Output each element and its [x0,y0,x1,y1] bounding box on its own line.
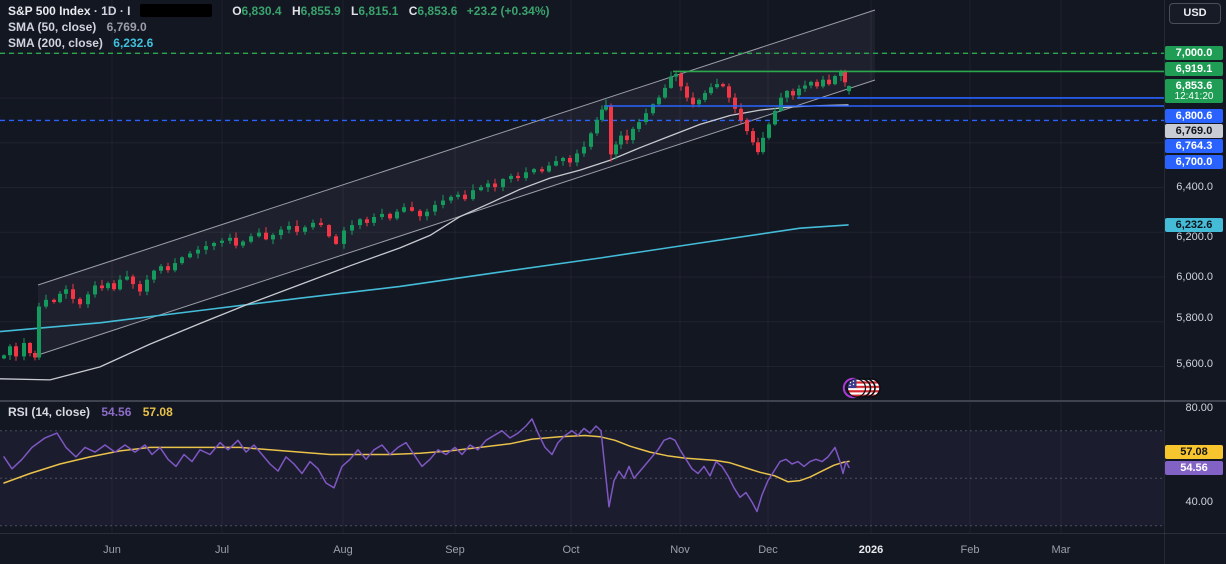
axis-tick-40.00: 40.00 [1185,496,1213,508]
change-value: +23.2 (+0.34%) [466,4,550,18]
low-letter: L [351,4,359,18]
price-badge-6800.6[interactable]: 6,800.6 [1165,109,1223,123]
sma200-label[interactable]: SMA (200, close) [8,36,103,50]
time-label-jun[interactable]: Jun [103,544,121,556]
close-value: 6,853.6 [417,4,458,18]
rsi-ma-value: 57.08 [142,405,173,419]
price-badge-57.08[interactable]: 57.08 [1165,445,1223,459]
price-badge-6764.3[interactable]: 6,764.3 [1165,139,1223,153]
price-badge-6769.0[interactable]: 6,769.0 [1165,124,1223,138]
time-label-oct[interactable]: Oct [562,544,580,556]
low-value: 6,815.1 [358,4,399,18]
price-axis-border [1164,0,1165,564]
economic-events-flag-icon[interactable] [838,377,882,404]
axis-tick-5800.0: 5,800.0 [1176,312,1213,324]
legend-sma200-row[interactable]: SMA (200, close) 6,232.6 [8,35,550,51]
pane-separator[interactable] [0,400,1226,402]
rsi-legend[interactable]: RSI (14, close) 54.56 57.08 [8,405,173,419]
time-label-mar[interactable]: Mar [1051,544,1071,556]
countdown-timer: 12:41:20 [1174,91,1214,102]
price-badge-54.56[interactable]: 54.56 [1165,461,1223,475]
symbol-title[interactable]: S&P 500 Index [8,4,91,18]
open-value: 6,830.4 [241,4,282,18]
axis-tick-80.00: 80.00 [1185,402,1213,414]
interval-label[interactable]: · 1D · I [93,4,131,18]
time-label-nov[interactable]: Nov [670,544,690,556]
time-axis-separator [0,533,1226,534]
legend-sma50-row[interactable]: SMA (50, close) 6,769.0 [8,19,550,35]
redacted-source-box [139,4,212,18]
time-label-feb[interactable]: Feb [960,544,980,556]
price-axis[interactable]: 7,000.0 6,919.1 6,853.6 12:41:20 6,800.6 6,76… [1164,0,1226,564]
sma50-label[interactable]: SMA (50, close) [8,20,97,34]
axis-tick-6000.0: 6,000.0 [1176,271,1213,283]
time-label-dec[interactable]: Dec [758,544,778,556]
price-badge-6700.0[interactable]: 6,700.0 [1165,155,1223,169]
currency-toggle-button[interactable]: USD [1169,3,1221,24]
time-label-aug[interactable]: Aug [333,544,353,556]
close-letter: C [408,4,418,18]
legend: S&P 500 Index · 1D · I O6,830.4 H6,855.9… [8,3,550,51]
time-label-sep[interactable]: Sep [445,544,465,556]
price-badge-6232.6[interactable]: 6,232.6 [1165,218,1223,232]
high-letter: H [291,4,301,18]
time-label-jul[interactable]: Jul [214,544,230,556]
open-letter: O [232,4,242,18]
axis-tick-6400.0: 6,400.0 [1176,181,1213,193]
sma50-value: 6,769.0 [106,20,147,34]
axis-tick-6200.0: 6,200.0 [1176,231,1213,243]
price-badge-7000.0[interactable]: 7,000.0 [1165,46,1223,60]
sma200-value: 6,232.6 [113,36,154,50]
axis-tick-5600.0: 5,600.0 [1176,358,1213,370]
price-badge-6919.1[interactable]: 6,919.1 [1165,62,1223,76]
high-value: 6,855.9 [300,4,341,18]
time-label-2026[interactable]: 2026 [858,544,884,556]
rsi-label[interactable]: RSI (14, close) [8,405,91,419]
legend-symbol-row[interactable]: S&P 500 Index · 1D · I O6,830.4 H6,855.9… [8,3,550,19]
rsi-value: 54.56 [101,405,132,419]
price-badge-6853.6[interactable]: 6,853.6 12:41:20 [1165,79,1223,103]
